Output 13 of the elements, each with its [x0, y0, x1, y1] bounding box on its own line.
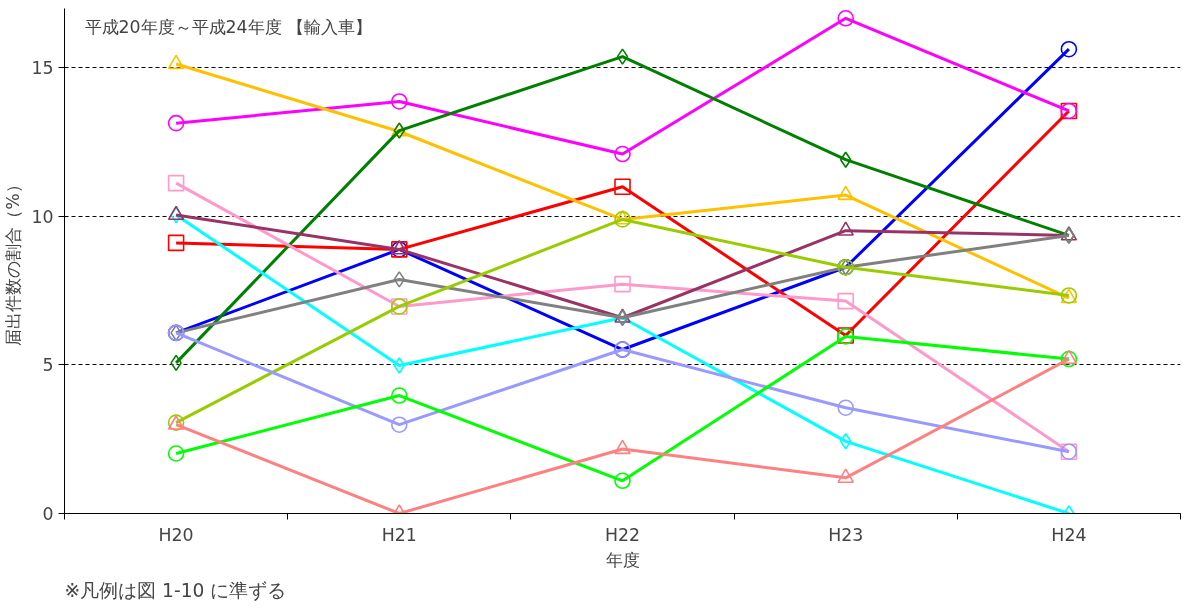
y-tick-label: 0: [42, 504, 54, 524]
x-tick-label: H20: [158, 524, 194, 545]
x-tick-label: H23: [828, 524, 864, 545]
y-tick-label: 15: [31, 58, 54, 79]
x-tick-label: H21: [381, 524, 417, 545]
x-axis-title: 年度: [605, 549, 640, 570]
y-axis-title: 届出件数の割合（%）: [3, 176, 24, 346]
y-tick-label: 5: [42, 355, 54, 376]
x-tick-label: H24: [1051, 524, 1087, 545]
text: ※凡例は図 1-10 に準ずる: [64, 579, 287, 601]
y-tick-label: 10: [31, 206, 54, 227]
x-tick-label: H22: [604, 524, 641, 545]
text: 平成20年度～平成24年度 【輸入車】: [84, 16, 373, 37]
